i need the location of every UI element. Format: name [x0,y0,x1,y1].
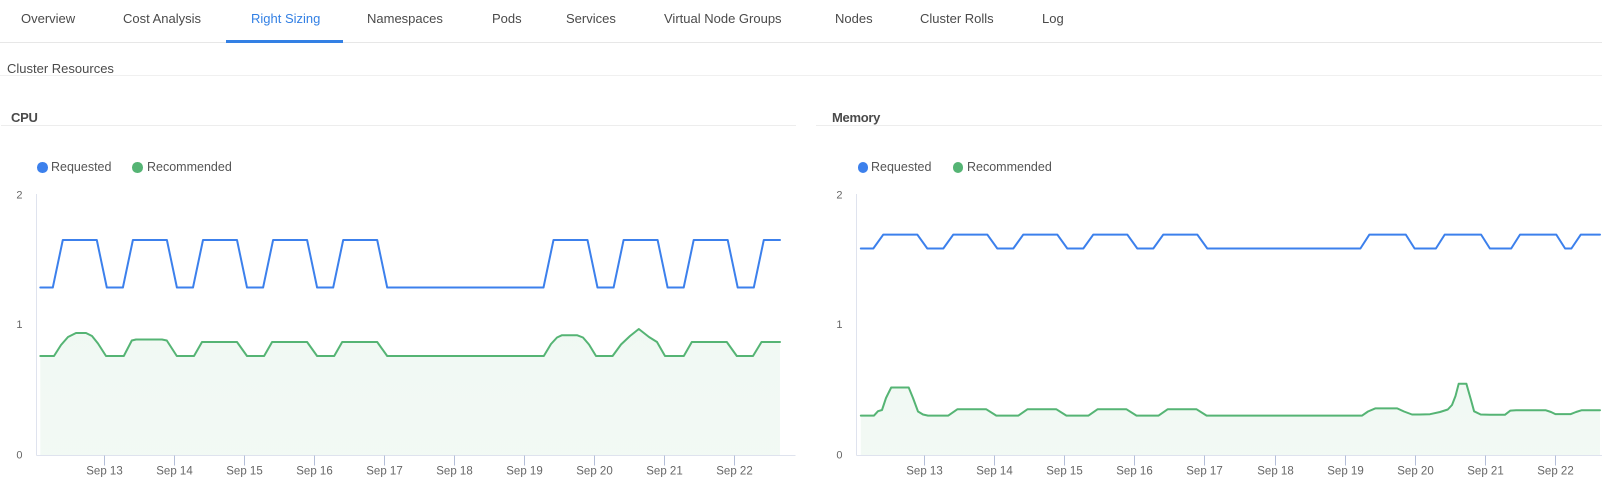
svg-text:Sep 14: Sep 14 [976,466,1013,478]
svg-text:Sep 21: Sep 21 [646,466,682,478]
svg-text:Sep 20: Sep 20 [576,466,612,478]
svg-text:Sep 16: Sep 16 [296,466,332,478]
svg-text:Sep 22: Sep 22 [716,466,752,478]
svg-text:Sep 19: Sep 19 [1327,466,1363,478]
svg-text:2: 2 [16,190,22,202]
svg-text:2: 2 [836,190,842,202]
svg-text:Sep 18: Sep 18 [1257,466,1293,478]
svg-text:0: 0 [836,450,842,462]
svg-text:1: 1 [836,319,842,331]
svg-text:Sep 13: Sep 13 [86,466,122,478]
svg-text:Sep 17: Sep 17 [1186,466,1222,478]
svg-text:Sep 15: Sep 15 [1046,466,1082,478]
svg-text:Sep 16: Sep 16 [1116,466,1152,478]
svg-text:Sep 19: Sep 19 [506,466,542,478]
svg-text:Sep 18: Sep 18 [436,466,472,478]
svg-text:Sep 17: Sep 17 [366,466,402,478]
svg-text:Sep 15: Sep 15 [226,466,262,478]
svg-text:Sep 22: Sep 22 [1537,466,1573,478]
svg-text:1: 1 [16,319,22,331]
svg-text:0: 0 [16,450,22,462]
svg-text:Sep 13: Sep 13 [906,466,942,478]
svg-text:Sep 14: Sep 14 [156,466,193,478]
svg-text:Sep 21: Sep 21 [1467,466,1503,478]
svg-text:Sep 20: Sep 20 [1397,466,1433,478]
